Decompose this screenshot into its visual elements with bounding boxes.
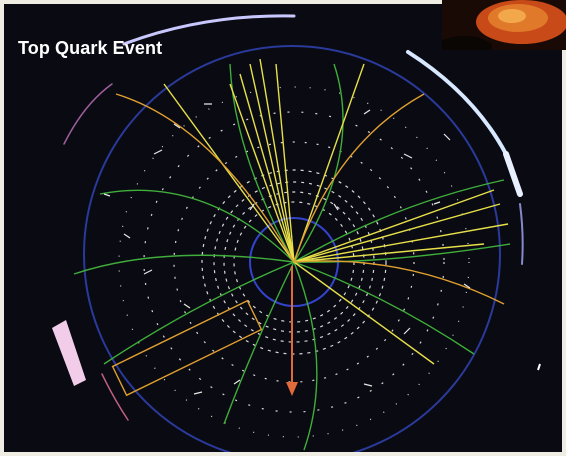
outer-detector-ring xyxy=(83,45,501,452)
thumbnail-image xyxy=(442,0,566,50)
orange-tracks xyxy=(111,93,505,397)
event-title: Top Quark Event xyxy=(18,38,163,58)
jet-tracks xyxy=(163,58,509,365)
hit-marks xyxy=(103,103,471,395)
jet-box xyxy=(111,299,263,397)
green-tracks xyxy=(73,63,511,451)
collision-event-display xyxy=(52,14,541,452)
tracker-hits xyxy=(118,86,470,438)
event-display-panel: Top Quark Event xyxy=(4,4,562,452)
calorimeter-block xyxy=(52,320,86,386)
missing-energy-arrow xyxy=(286,266,298,396)
outer-arc-segments xyxy=(52,14,524,421)
stray-mark xyxy=(537,363,541,371)
